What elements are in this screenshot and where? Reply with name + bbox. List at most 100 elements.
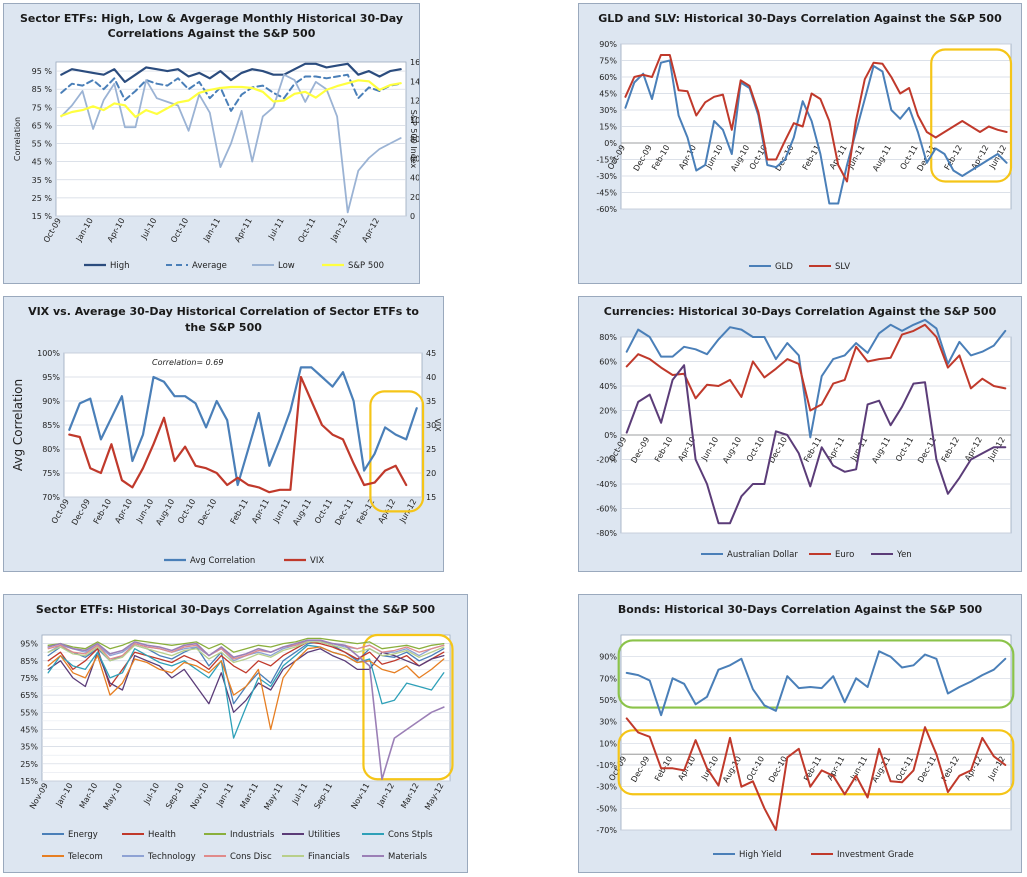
x-tick-label: Oct-11 [313, 498, 334, 526]
y-tick-label: 70% [42, 493, 60, 502]
series-line-financials [47, 641, 445, 664]
y-tick-label: -40% [596, 480, 617, 489]
x-tick-label: Jan-10 [74, 217, 95, 244]
series-line-cons-disc [47, 639, 445, 660]
y-tick-label: -15% [596, 156, 617, 165]
series-line-materials [47, 639, 445, 781]
y2-tick-label: 35 [426, 397, 436, 406]
y2-tick-label: 0 [410, 212, 415, 221]
series-line-avg-correlation [68, 366, 418, 487]
series-line-high-yield [625, 650, 1007, 717]
legend-label: Euro [835, 550, 854, 560]
x-tick-label: Mar-10 [78, 782, 100, 810]
y2-tick-label: 800 [410, 135, 419, 144]
chart-panel-c6: Bonds: Historical 30-Days Correlation Ag… [578, 594, 1022, 873]
series-line-slv [624, 54, 1008, 183]
legend-label: Yen [896, 550, 912, 560]
y-tick-label: 25% [20, 760, 38, 769]
y-tick-label: 35 % [32, 176, 53, 185]
y2-tick-label: 30 [426, 421, 436, 430]
y-tick-label: -30% [596, 783, 617, 792]
chart-c5: Sector ETFs: Historical 30-Days Correlat… [20, 603, 454, 862]
y-tick-label: -30% [596, 172, 617, 181]
x-tick-label: Oct-11 [296, 217, 317, 245]
y-tick-label: 65% [20, 691, 38, 700]
x-tick-label: Dec-10 [196, 498, 218, 527]
legend-label: Energy [68, 830, 98, 840]
y2-tick-label: 1400 [410, 77, 419, 86]
legend-label: Health [148, 830, 176, 840]
chart-panel-c1: Sector ETFs: High, Low & Avgerage Monthl… [3, 3, 420, 284]
x-tick-label: Jun-10 [134, 498, 155, 526]
y-tick-label: 85% [20, 657, 38, 666]
x-tick-label: Jul-11 [266, 217, 286, 242]
legend-label: Financials [308, 852, 350, 862]
x-tick-label: Dec-11 [333, 498, 355, 527]
y-tick-label: 80% [42, 445, 60, 454]
y-tick-label: -60% [596, 505, 617, 514]
y-tick-label: 35% [20, 743, 38, 752]
series-line-industrials [47, 637, 445, 653]
y2-tick-label: 600 [410, 154, 419, 163]
legend-label: Telecom [67, 852, 103, 862]
series-line-euro [625, 323, 1007, 412]
highlight-box [930, 48, 1013, 183]
legend-label: Low [278, 261, 295, 271]
y-tick-label: 0% [604, 139, 617, 148]
chart-title: VIX vs. Average 30-Day Historical Correl… [28, 305, 419, 318]
chart-title: Currencies: Historical 30-Days Correlati… [604, 305, 997, 318]
y-tick-label: -70% [596, 826, 617, 835]
y-tick-label: 75% [599, 57, 617, 66]
series-line-yen [625, 364, 1007, 525]
x-tick-label: Dec-09 [70, 498, 92, 527]
y-tick-label: -80% [596, 529, 617, 538]
x-tick-label: Apr-12 [360, 217, 381, 244]
y-tick-label: 55% [20, 708, 38, 717]
x-tick-label: Mar-12 [399, 782, 421, 810]
correlation-annotation: Correlation= 0.69 [152, 358, 224, 367]
chart-title: Correlations Against the S&P 500 [108, 27, 316, 40]
y-tick-label: 30% [599, 106, 617, 115]
y-tick-label: 50% [599, 696, 617, 705]
y2-tick-label: 20 [426, 469, 436, 478]
series-line-utilities [47, 648, 445, 713]
y-tick-label: -50% [596, 804, 617, 813]
y-tick-label: 25 % [32, 194, 53, 203]
y-tick-label: 75 % [32, 103, 53, 112]
highlight-box [369, 390, 425, 513]
y2-tick-label: 25 [426, 445, 436, 454]
y2-axis-label: VIX [433, 418, 442, 432]
y2-tick-label: 1600 [410, 58, 419, 67]
highlight-box [617, 729, 1015, 796]
x-tick-label: Apr-11 [233, 217, 254, 244]
series-line-health [47, 641, 445, 688]
chart-panel-c4: Currencies: Historical 30-Days Correlati… [578, 296, 1022, 572]
y2-tick-label: 1000 [410, 116, 419, 125]
x-tick-label: Aug-10 [154, 498, 176, 527]
y-tick-label: 45% [20, 725, 38, 734]
chart-title: Sector ETFs: Historical 30-Days Correlat… [36, 603, 436, 616]
x-tick-label: Feb-10 [92, 498, 113, 526]
plot-area [620, 634, 1012, 831]
y-tick-label: 90% [599, 40, 617, 49]
y-tick-label: 15 % [32, 212, 53, 221]
x-tick-label: Jul-10 [142, 782, 162, 807]
x-tick-label: Sep-10 [164, 782, 186, 811]
x-tick-label: May-12 [423, 782, 446, 812]
series-line-high [60, 62, 402, 84]
x-tick-label: Jan-11 [214, 782, 235, 809]
legend-label: Avg Correlation [190, 556, 255, 566]
y-tick-label: 95 % [32, 67, 53, 76]
y2-tick-label: 400 [410, 174, 419, 183]
y-tick-label: 20% [599, 407, 617, 416]
y-axis-label: Avg Correlation [11, 379, 25, 471]
chart-c6: Bonds: Historical 30-Days Correlation Ag… [596, 603, 1015, 860]
legend-label: Average [192, 261, 227, 271]
y-tick-label: -20% [596, 456, 617, 465]
chart-panel-c5: Sector ETFs: Historical 30-Days Correlat… [3, 594, 468, 873]
y-tick-label: 75% [20, 674, 38, 683]
chart-c2: GLD and SLV: Historical 30-Days Correlat… [596, 12, 1013, 272]
y-tick-label: 75% [42, 469, 60, 478]
legend-label: Cons Stpls [388, 830, 433, 840]
highlight-box [362, 633, 454, 781]
